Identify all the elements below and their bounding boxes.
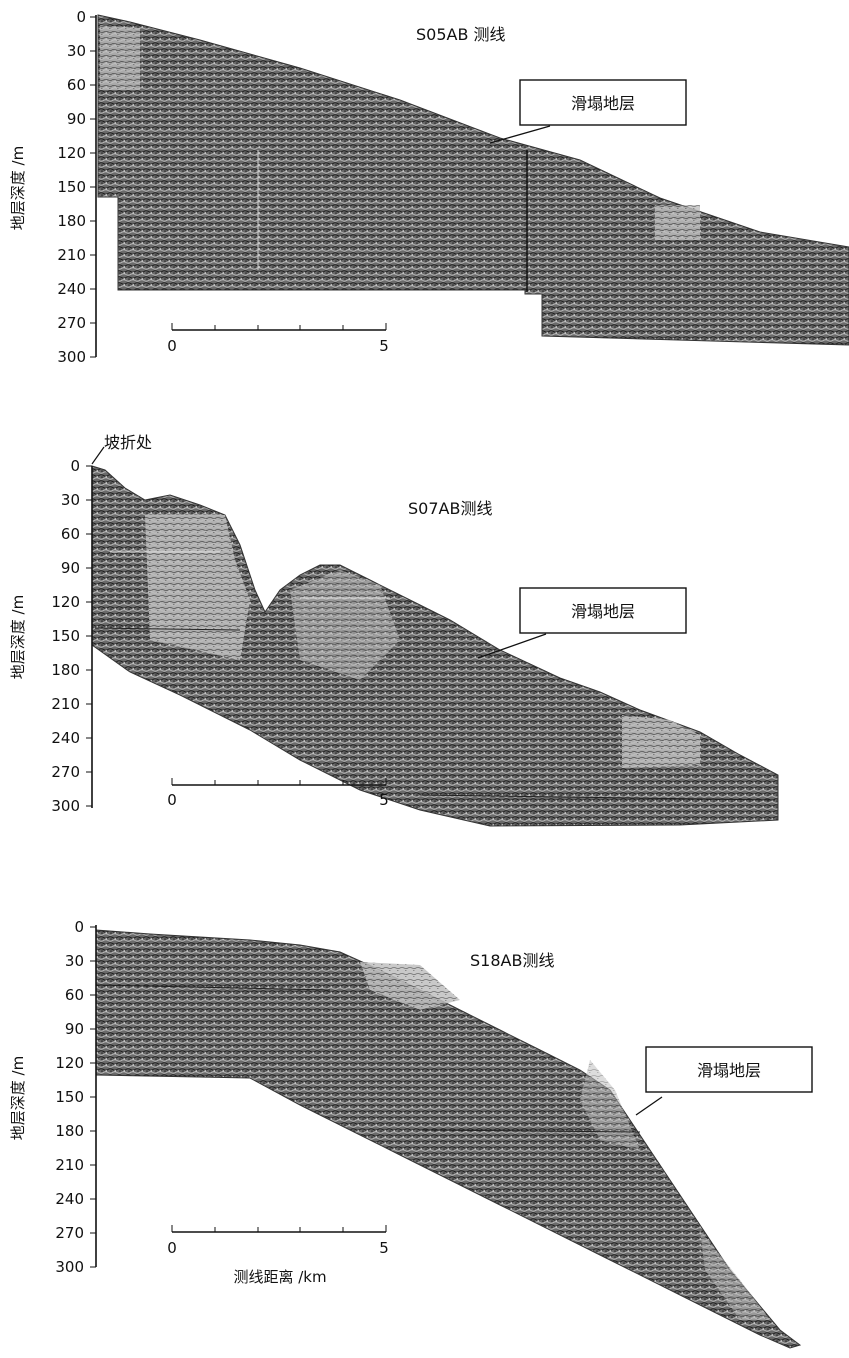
y-tick-label: 0 [74,918,84,936]
y-tick-label: 0 [76,8,86,26]
y-axis-ticks [86,465,92,807]
callout-label: 滑塌地层 [697,1061,761,1080]
y-tick-label: 240 [55,1190,84,1208]
y-tick-label: 120 [51,593,80,611]
y-tick-label: 300 [57,348,86,366]
y-tick-label: 120 [57,144,86,162]
distance-axis-label: 测线距离 /km [233,1268,326,1286]
y-tick-label: 120 [55,1054,84,1072]
y-tick-label: 270 [55,1224,84,1242]
y-tick-label: 180 [51,661,80,679]
callout-box: 滑塌地层 [477,587,687,659]
scale-end-label: 5 [379,337,389,355]
y-tick-label: 90 [61,559,80,577]
y-tick-label: 300 [55,1258,84,1276]
slope-break-label: 坡折处 [104,433,152,452]
seismic-section-s05ab [97,14,849,346]
y-tick-label: 210 [57,246,86,264]
scale-end-label: 5 [379,791,389,809]
y-tick-label: 240 [51,729,80,747]
callout-label: 滑塌地层 [571,94,635,113]
y-tick-label: 60 [67,76,86,94]
panel-s18ab: 0 30 60 90 120 150 180 210 240 270 300 地… [9,918,813,1349]
y-tick-label: 210 [55,1156,84,1174]
y-tick-label: 150 [51,627,80,645]
y-tick-label: 60 [65,986,84,1004]
scale-start-label: 0 [167,337,177,355]
panel-s07ab: 0 30 60 90 120 150 180 210 240 270 300 地… [9,433,779,827]
y-tick-label: 270 [51,763,80,781]
y-tick-label: 0 [70,457,80,475]
callout-label: 滑塌地层 [571,602,635,621]
scale-bar: 0 5 测线距离 /km [167,1225,389,1286]
seismic-section-s07ab [91,465,779,827]
y-tick-label: 30 [65,952,84,970]
y-tick-label: 150 [55,1088,84,1106]
y-tick-label: 90 [65,1020,84,1038]
y-axis-label: 地层深度 /m [9,1056,27,1140]
y-tick-label: 150 [57,178,86,196]
y-tick-labels: 0 30 60 90 120 150 180 210 240 270 300 [57,8,86,366]
line-title: S07AB测线 [408,499,492,518]
y-tick-label: 180 [55,1122,84,1140]
y-tick-label: 30 [67,42,86,60]
y-tick-labels: 0 30 60 90 120 150 180 210 240 270 300 [55,918,84,1276]
y-tick-label: 210 [51,695,80,713]
y-axis-label: 地层深度 /m [9,146,27,230]
seismic-section-s18ab [95,929,802,1349]
panel-s05ab: 0 30 60 90 120 150 180 210 240 270 300 地… [9,8,849,366]
scale-bar: 0 5 [167,778,389,809]
y-tick-label: 180 [57,212,86,230]
scale-start-label: 0 [167,791,177,809]
scale-start-label: 0 [167,1239,177,1257]
y-tick-label: 30 [61,491,80,509]
y-tick-label: 240 [57,280,86,298]
y-tick-label: 60 [61,525,80,543]
y-axis-ticks [90,16,96,358]
scale-bar: 0 5 [167,323,389,355]
slope-break-annotation: 坡折处 [91,433,152,465]
y-axis-ticks [90,926,96,1268]
y-tick-labels: 0 30 60 90 120 150 180 210 240 270 300 [51,457,80,815]
y-axis-label: 地层深度 /m [9,595,27,679]
y-tick-label: 300 [51,797,80,815]
callout-box: 滑塌地层 [635,1046,813,1116]
line-title: S05AB 测线 [416,25,506,44]
y-tick-label: 90 [67,110,86,128]
callout-box: 滑塌地层 [489,79,687,144]
line-title: S18AB测线 [470,951,554,970]
y-tick-label: 270 [57,314,86,332]
scale-end-label: 5 [379,1239,389,1257]
